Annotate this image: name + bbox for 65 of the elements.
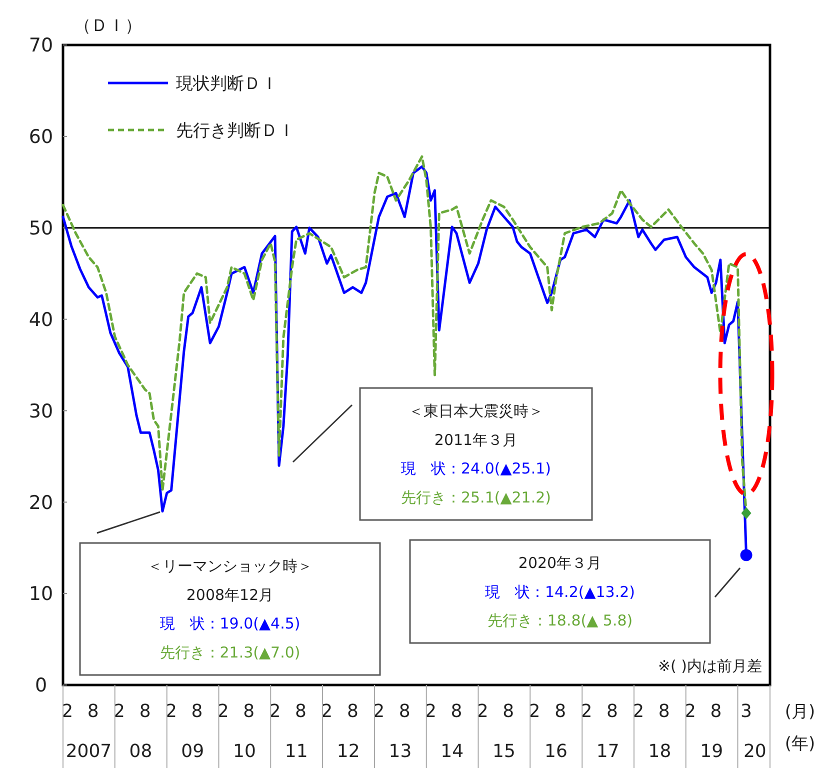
annotation: 2011年３月	[434, 430, 518, 449]
annotation: 先行き：18.8(▲ 5.8)	[487, 611, 633, 630]
y-tick-label: 10	[28, 583, 54, 606]
x-tick-label: 2	[580, 701, 592, 722]
y-axis-title: （ＤＩ）	[74, 16, 142, 36]
x2-tick-label: 18	[648, 741, 672, 762]
x-tick-label: 8	[295, 701, 306, 722]
x-tick-label: 8	[243, 701, 255, 722]
x2-tick-label: 14	[440, 741, 464, 762]
x-tick-label: 8	[554, 701, 566, 722]
x2-tick-label: 11	[284, 741, 308, 762]
x2-tick-label: 10	[233, 741, 256, 762]
x-tick-label: 8	[191, 701, 203, 722]
x2-tick-label: 09	[181, 741, 204, 762]
annotation: 2008年12月	[186, 586, 274, 604]
annotation: 先行き：21.3(▲7.0)	[160, 643, 300, 662]
x-tick-label: 2	[62, 701, 74, 722]
x-tick-label: 8	[398, 701, 410, 722]
x-tick-label: 2	[528, 701, 540, 722]
x2-tick-label: 20	[743, 741, 766, 762]
x-tick-label: 8	[606, 701, 618, 722]
x-tick-label: 3	[740, 701, 752, 722]
legend-label: 現状判断ＤＩ	[176, 74, 278, 94]
x2-tick-label: 2007	[66, 741, 112, 762]
x-tick-label: 2	[114, 701, 125, 722]
x-axis-title: (月) (年)	[784, 702, 816, 754]
annotation: 現 状：24.0(▲25.1)	[400, 460, 552, 478]
legend-label: 先行き判断ＤＩ	[176, 120, 295, 141]
x2-tick-label: 15	[492, 741, 516, 762]
annotation: 現 状：14.2(▲13.2)	[484, 582, 636, 601]
y-tick-label: 0	[34, 674, 48, 697]
x2-tick-label: 17	[596, 741, 620, 762]
x-tick-label: 2	[373, 701, 385, 722]
x-tick-label: 2	[684, 701, 696, 722]
x-tick-label: 8	[658, 701, 670, 722]
y-tick-label: 50	[28, 218, 54, 240]
annotation: 2020年３月	[518, 554, 602, 572]
y-tick-label: 70	[28, 34, 54, 57]
x-tick-label: 2	[166, 701, 178, 722]
annotation: 先行き：25.1(▲21.2)	[400, 488, 552, 506]
x-tick-label: 8	[87, 701, 99, 722]
x-tick-label: 8	[450, 701, 462, 722]
y-tick-label: 30	[28, 400, 54, 422]
x-tick-label: 8	[502, 701, 514, 722]
x-tick-label: 2	[425, 701, 437, 722]
x-tick-label: 2	[217, 701, 229, 722]
x-tick-label: 8	[710, 701, 722, 722]
annotation: ※( )内は前月差	[658, 657, 762, 675]
x2-tick-label: 16	[544, 741, 568, 762]
x-tick-label: 2	[476, 701, 488, 722]
x-tick-label: 8	[139, 701, 151, 722]
annotation: 現 状：19.0(▲4.5)	[160, 614, 300, 633]
x2-tick-label: 13	[388, 741, 412, 762]
y-tick-label: 60	[28, 126, 54, 148]
annotation: ＜東日本大震災時＞	[408, 402, 544, 420]
annotation: ＜リーマンショック時＞	[148, 557, 312, 576]
x2-tick-label: 19	[700, 741, 724, 762]
y-tick-label: 20	[28, 492, 54, 514]
x2-tick-label: 12	[336, 741, 360, 762]
x-tick-label: 2	[269, 701, 281, 722]
x-tick-label: 2	[632, 701, 644, 722]
x2-tick-label: 08	[129, 741, 152, 762]
x-tick-label: 8	[347, 701, 358, 722]
y-tick-label: 40	[28, 308, 54, 331]
x-tick-label: 2	[321, 701, 333, 722]
